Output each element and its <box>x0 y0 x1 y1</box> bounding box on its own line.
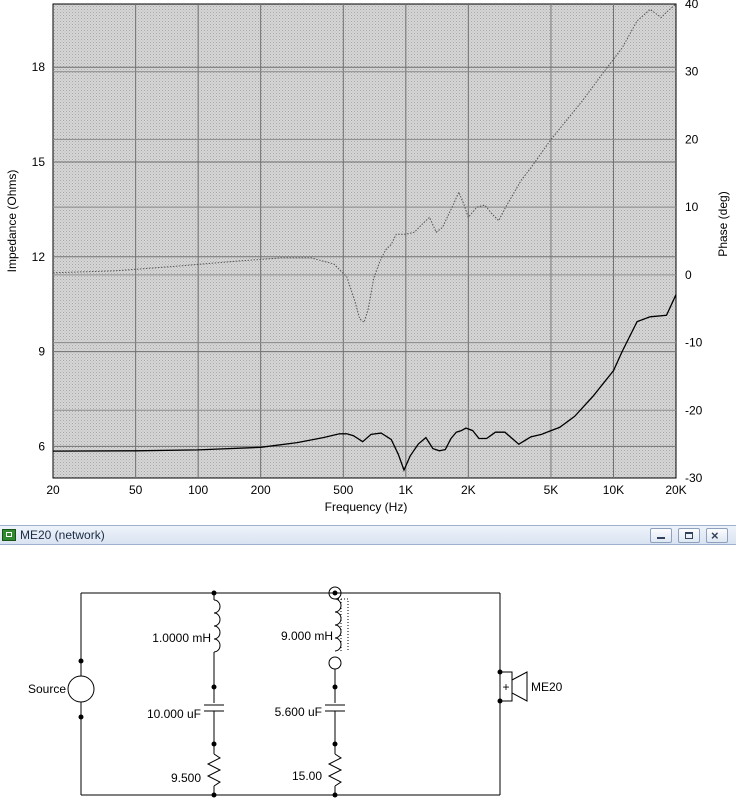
x-tick-label: 20K <box>665 483 686 497</box>
speaker-label: ME20 <box>531 680 563 694</box>
junction-dot <box>211 741 217 747</box>
source-symbol[interactable] <box>67 675 95 703</box>
network-window-titlebar[interactable]: ME20 (network) × <box>0 525 736 545</box>
left-tick-label: 9 <box>38 345 45 359</box>
left-axis-label: Impedance (Ohms) <box>5 170 19 273</box>
right-tick-label: -30 <box>685 471 703 485</box>
junction-dot <box>497 669 503 675</box>
graph-canvas: 20 50 100 200 500 1K 2K 5K 10K 20K691215184030201… <box>5 0 730 514</box>
left-tick-label: 15 <box>32 155 46 169</box>
x-tick-label: 2K <box>461 483 476 497</box>
resistor1-symbol[interactable] <box>206 753 222 787</box>
x-tick-label: 20 <box>46 483 60 497</box>
inductor2-label: 9.000 mH <box>281 629 333 643</box>
right-tick-label: 20 <box>685 132 699 146</box>
resistor1-label: 9.500 <box>171 771 201 785</box>
data-series <box>52 3 677 472</box>
left-tick-label: 18 <box>32 60 46 74</box>
capacitor2-label: 5.600 uF <box>275 705 322 719</box>
network-schematic: Source 1.0000 mH 10.000 uF 9.500 9.000 m… <box>0 546 736 811</box>
minimize-icon <box>657 537 665 539</box>
x-tick-label: 100 <box>188 483 208 497</box>
close-icon: × <box>711 528 719 543</box>
close-button[interactable]: × <box>706 528 728 543</box>
right-tick-label: 0 <box>685 268 692 282</box>
x-tick-label: 10K <box>603 483 624 497</box>
right-tick-label: -10 <box>685 336 703 350</box>
maximize-icon <box>685 532 693 539</box>
left-tick-label: 12 <box>32 250 46 264</box>
plot-area <box>52 3 677 479</box>
x-tick-label: 50 <box>129 483 143 497</box>
capacitor1-label: 10.000 uF <box>147 707 201 721</box>
minimize-button[interactable] <box>650 528 672 543</box>
junction-dot <box>78 658 84 664</box>
right-tick-label: 10 <box>685 200 699 214</box>
junction-dot <box>211 684 217 690</box>
resistor2-symbol[interactable] <box>327 753 343 787</box>
grid-lines <box>53 4 676 478</box>
junction-dot <box>332 792 338 798</box>
impedance-phase-graph: 20 50 100 200 500 1K 2K 5K 10K 20K 6 9 12 15 18 40 30 20 1… <box>5 0 730 514</box>
right-tick-label: 30 <box>685 65 699 79</box>
capacitor1-symbol[interactable] <box>204 704 224 712</box>
junction-dot <box>78 714 84 720</box>
source-label: Source <box>28 682 66 696</box>
junction-dot <box>332 590 338 596</box>
maximize-button[interactable] <box>678 528 700 543</box>
junction-dot <box>497 698 503 704</box>
phase-curve <box>52 3 677 324</box>
speaker-cone-icon[interactable] <box>511 671 528 702</box>
inductor1-symbol[interactable] <box>213 599 221 653</box>
right-tick-label: -20 <box>685 403 703 417</box>
junction-dot <box>211 792 217 798</box>
right-axis-label: Phase (deg) <box>716 191 730 256</box>
junction-dot <box>332 741 338 747</box>
x-tick-label: 500 <box>333 483 353 497</box>
tick-labels: 20 50 100 200 500 1K 2K 5K 10K 20K691215184030201… <box>32 0 703 497</box>
impedance-curve <box>52 294 677 472</box>
left-tick-label: 6 <box>38 439 45 453</box>
right-tick-label: 40 <box>685 0 699 11</box>
resistor2-label: 15.00 <box>292 769 322 783</box>
inductor2-symbol[interactable] <box>334 598 342 652</box>
x-tick-label: 5K <box>544 483 559 497</box>
inductor1-label: 1.0000 mH <box>152 631 211 645</box>
speaker-polarity-label: + <box>502 680 509 694</box>
x-tick-label: 1K <box>398 483 413 497</box>
x-tick-label: 200 <box>251 483 271 497</box>
junction-dot <box>332 684 338 690</box>
window-title: ME20 (network) <box>20 528 105 542</box>
schematic-canvas: Source 1.0000 mH 10.000 uF 9.500 9.000 m… <box>28 586 563 798</box>
capacitor2-symbol[interactable] <box>325 704 345 712</box>
inductor2-handle-bottom[interactable] <box>328 656 342 670</box>
app-icon <box>2 529 16 541</box>
inductor2-selection <box>335 598 349 651</box>
junction-dot <box>211 590 217 596</box>
bottom-axis-label: Frequency (Hz) <box>325 500 408 514</box>
